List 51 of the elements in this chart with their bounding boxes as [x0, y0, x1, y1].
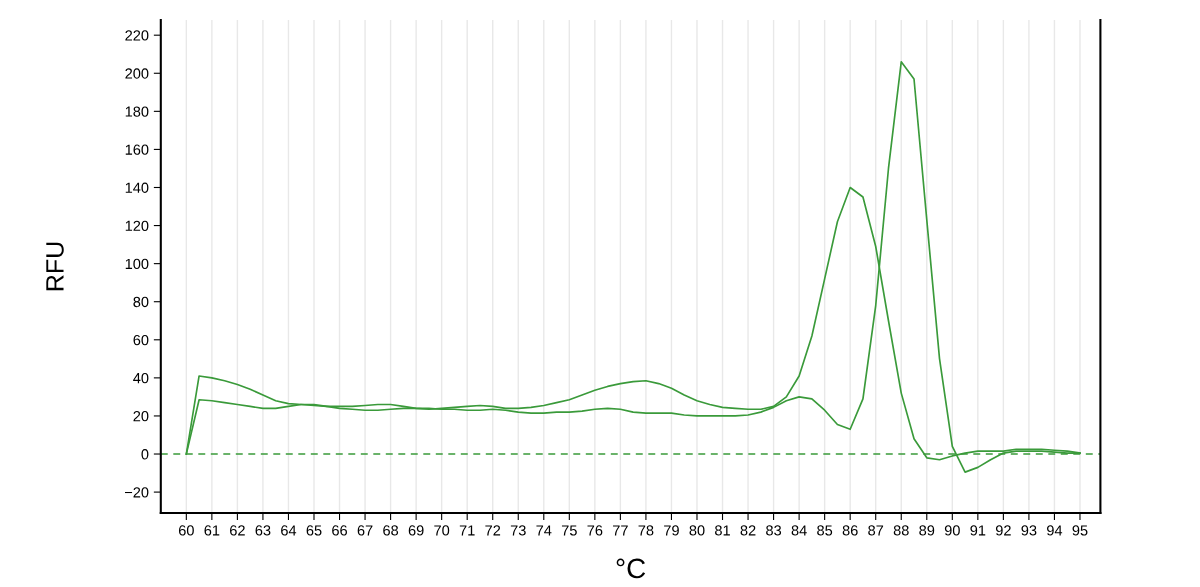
x-tick-label: 75 — [561, 525, 577, 536]
y-tick-label: 80 — [133, 296, 149, 308]
y-tick-label: −20 — [124, 487, 149, 498]
y-tick-label: 200 — [125, 68, 149, 79]
y-tick-label: 20 — [133, 411, 149, 422]
y-tick-label: 160 — [125, 144, 149, 155]
x-tick-label: 74 — [536, 525, 552, 536]
y-tick-label: 180 — [125, 106, 149, 117]
x-tick-label: 90 — [944, 525, 960, 536]
x-tick-label: 73 — [510, 525, 526, 536]
x-tick-label: 87 — [868, 525, 884, 536]
x-tick-label: 68 — [383, 525, 399, 536]
x-tick-label: 65 — [306, 525, 322, 536]
x-tick-label: 63 — [255, 525, 271, 536]
x-tick-label: 91 — [970, 525, 986, 536]
x-tick-label: 92 — [995, 525, 1011, 536]
x-tick-label: 77 — [613, 525, 628, 536]
y-tick-label: 60 — [133, 334, 149, 346]
y-tick-label: 140 — [125, 182, 149, 193]
x-tick-label: 95 — [1072, 525, 1088, 536]
x-tick-label: 80 — [689, 525, 705, 536]
x-tick-label: 60 — [178, 525, 194, 536]
x-tick-label: 78 — [638, 525, 654, 536]
x-tick-label: 94 — [1047, 525, 1063, 536]
x-tick-label: 64 — [281, 525, 297, 536]
y-tick-label: 100 — [125, 258, 149, 270]
y-tick-label: 0 — [141, 449, 149, 460]
y-tick-label: 120 — [125, 220, 149, 231]
x-tick-label: 82 — [740, 525, 756, 536]
x-tick-label: 66 — [332, 525, 347, 536]
x-tick-label: 93 — [1021, 525, 1037, 536]
x-tick-label: 70 — [434, 525, 450, 536]
x-tick-label: 67 — [357, 525, 373, 536]
x-tick-label: 71 — [459, 525, 475, 536]
x-tick-label: 89 — [919, 525, 935, 536]
x-tick-label: 86 — [842, 525, 858, 536]
x-axis-title: °C — [616, 558, 646, 579]
y-tick-label: 220 — [125, 30, 149, 41]
x-tick-label: 76 — [587, 525, 603, 536]
x-tick-label: 61 — [204, 525, 220, 536]
x-tick-label: 84 — [791, 525, 807, 536]
x-tick-label: 62 — [230, 525, 245, 536]
x-tick-label: 83 — [766, 525, 782, 536]
x-tick-label: 85 — [817, 525, 833, 536]
y-tick-label: 40 — [133, 372, 149, 384]
x-tick-label: 69 — [408, 525, 424, 536]
y-axis-title: RFU — [46, 242, 64, 291]
x-tick-label: 81 — [715, 525, 730, 536]
x-tick-label: 88 — [893, 525, 909, 536]
x-tick-label: 72 — [485, 525, 501, 536]
x-tick-label: 79 — [664, 525, 679, 536]
